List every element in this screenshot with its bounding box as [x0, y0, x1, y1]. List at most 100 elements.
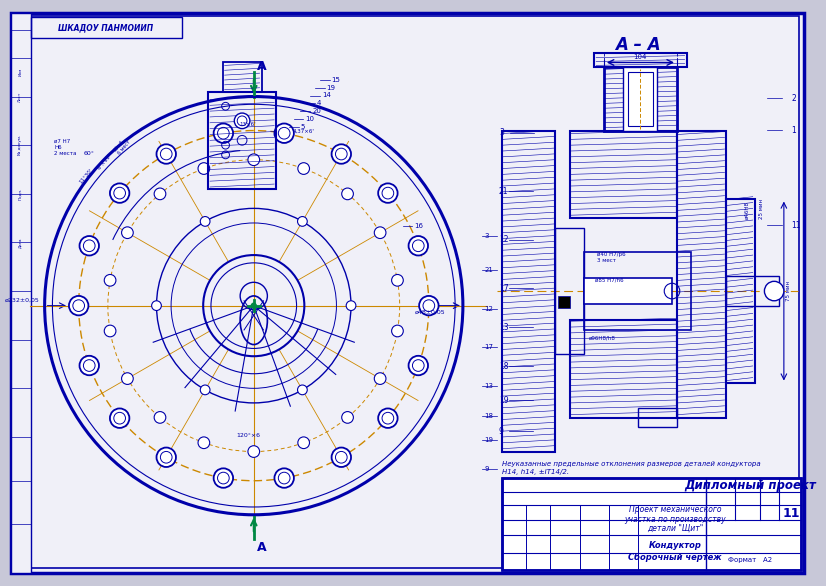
- Text: 25 мин: 25 мин: [758, 199, 763, 219]
- Circle shape: [79, 236, 99, 255]
- Text: 16×6
6 мест: 16×6 6 мест: [112, 136, 132, 156]
- Circle shape: [764, 281, 784, 301]
- Bar: [725, 277, 779, 306]
- Bar: [604, 67, 676, 131]
- Text: А: А: [257, 60, 266, 73]
- Text: 21: 21: [484, 267, 493, 272]
- Circle shape: [378, 183, 397, 203]
- Text: 6°×10': 6°×10': [96, 152, 112, 171]
- Text: 10: 10: [306, 116, 315, 122]
- Text: 2: 2: [791, 94, 796, 103]
- Circle shape: [104, 325, 116, 337]
- Circle shape: [156, 144, 176, 163]
- Text: 19: 19: [484, 437, 493, 443]
- Text: 9: 9: [499, 427, 504, 436]
- Circle shape: [298, 437, 310, 448]
- Text: 4,37×6': 4,37×6': [292, 128, 315, 134]
- Bar: [629, 72, 653, 126]
- Text: Дипломный проект: Дипломный проект: [684, 479, 816, 492]
- Text: ø46Н8: ø46Н8: [745, 201, 750, 219]
- Circle shape: [374, 227, 386, 239]
- Text: 19: 19: [327, 85, 335, 91]
- Circle shape: [154, 188, 166, 200]
- Text: 13×6': 13×6': [240, 122, 256, 127]
- Text: Неуказанные предельные отклонения размеров деталей кондуктора: Неуказанные предельные отклонения размер…: [502, 461, 761, 467]
- Circle shape: [200, 217, 210, 226]
- Circle shape: [214, 124, 233, 143]
- Circle shape: [121, 373, 133, 384]
- Circle shape: [274, 468, 294, 488]
- Text: 12: 12: [484, 305, 493, 312]
- Text: 4: 4: [317, 100, 321, 106]
- Circle shape: [198, 437, 210, 448]
- Bar: [585, 278, 672, 304]
- Text: 75 мин: 75 мин: [786, 281, 790, 301]
- Text: 12: 12: [499, 236, 508, 244]
- Text: 14: 14: [322, 93, 330, 98]
- Text: 5: 5: [301, 124, 305, 130]
- Text: 19: 19: [499, 396, 509, 405]
- Circle shape: [331, 448, 351, 467]
- Text: Сборочный чертеж: Сборочный чертеж: [628, 553, 722, 562]
- Text: 11: 11: [791, 221, 801, 230]
- Circle shape: [392, 274, 403, 286]
- Text: 3: 3: [484, 233, 489, 239]
- Text: 11: 11: [783, 507, 800, 520]
- Circle shape: [154, 411, 166, 423]
- Circle shape: [110, 408, 130, 428]
- Text: 3: 3: [500, 128, 505, 138]
- Text: ø85 H7/h6: ø85 H7/h6: [596, 277, 624, 282]
- Bar: [638, 408, 676, 427]
- Text: детали "Щит": детали "Щит": [647, 524, 703, 533]
- Text: 18: 18: [484, 413, 493, 418]
- Text: 15: 15: [331, 77, 340, 83]
- Circle shape: [104, 274, 116, 286]
- Circle shape: [152, 301, 161, 311]
- Bar: [555, 228, 585, 355]
- Text: ШКАДОУ ПАНМОИИП: ШКАДОУ ПАНМОИИП: [59, 23, 154, 32]
- Text: 120°×6: 120°×6: [236, 433, 260, 438]
- Circle shape: [251, 303, 256, 308]
- Circle shape: [298, 163, 310, 175]
- Bar: [725, 199, 755, 383]
- Text: Н14, h14, ±IT14/2.: Н14, h14, ±IT14/2.: [502, 469, 569, 475]
- Circle shape: [79, 356, 99, 375]
- Text: 17: 17: [499, 284, 509, 293]
- Text: 18: 18: [499, 362, 508, 371]
- Circle shape: [378, 408, 397, 428]
- Text: А – А: А – А: [615, 36, 661, 54]
- Circle shape: [274, 124, 294, 143]
- Circle shape: [297, 385, 307, 395]
- Text: 21: 21: [499, 187, 508, 196]
- Circle shape: [214, 468, 233, 488]
- Text: Лист: Лист: [18, 91, 22, 101]
- Text: Подп.: Подп.: [18, 188, 22, 200]
- Circle shape: [235, 113, 250, 128]
- Text: 1: 1: [791, 125, 796, 135]
- Text: 16: 16: [415, 223, 423, 229]
- Circle shape: [419, 296, 439, 315]
- Text: А: А: [257, 541, 266, 554]
- Circle shape: [346, 301, 356, 311]
- Circle shape: [198, 163, 210, 175]
- Text: ø96H8/h8: ø96H8/h8: [589, 336, 616, 340]
- Bar: [223, 63, 262, 91]
- Text: ø7 H7
H6
2 места: ø7 H7 H6 2 места: [55, 139, 77, 156]
- Circle shape: [409, 356, 428, 375]
- Text: 9: 9: [484, 466, 489, 472]
- Text: Дата: Дата: [18, 237, 22, 248]
- Text: 11°30': 11°30': [78, 168, 94, 185]
- Text: 13: 13: [484, 383, 493, 389]
- Circle shape: [248, 446, 259, 458]
- Circle shape: [69, 296, 88, 315]
- Circle shape: [392, 325, 403, 337]
- Circle shape: [121, 227, 133, 239]
- Text: Формат   А2: Формат А2: [728, 557, 771, 564]
- Text: 17: 17: [484, 345, 493, 350]
- Circle shape: [374, 373, 386, 384]
- Bar: [31, 17, 182, 38]
- Circle shape: [331, 144, 351, 163]
- Circle shape: [342, 188, 354, 200]
- Text: Кондуктор: Кондуктор: [648, 541, 701, 550]
- Bar: [594, 53, 686, 67]
